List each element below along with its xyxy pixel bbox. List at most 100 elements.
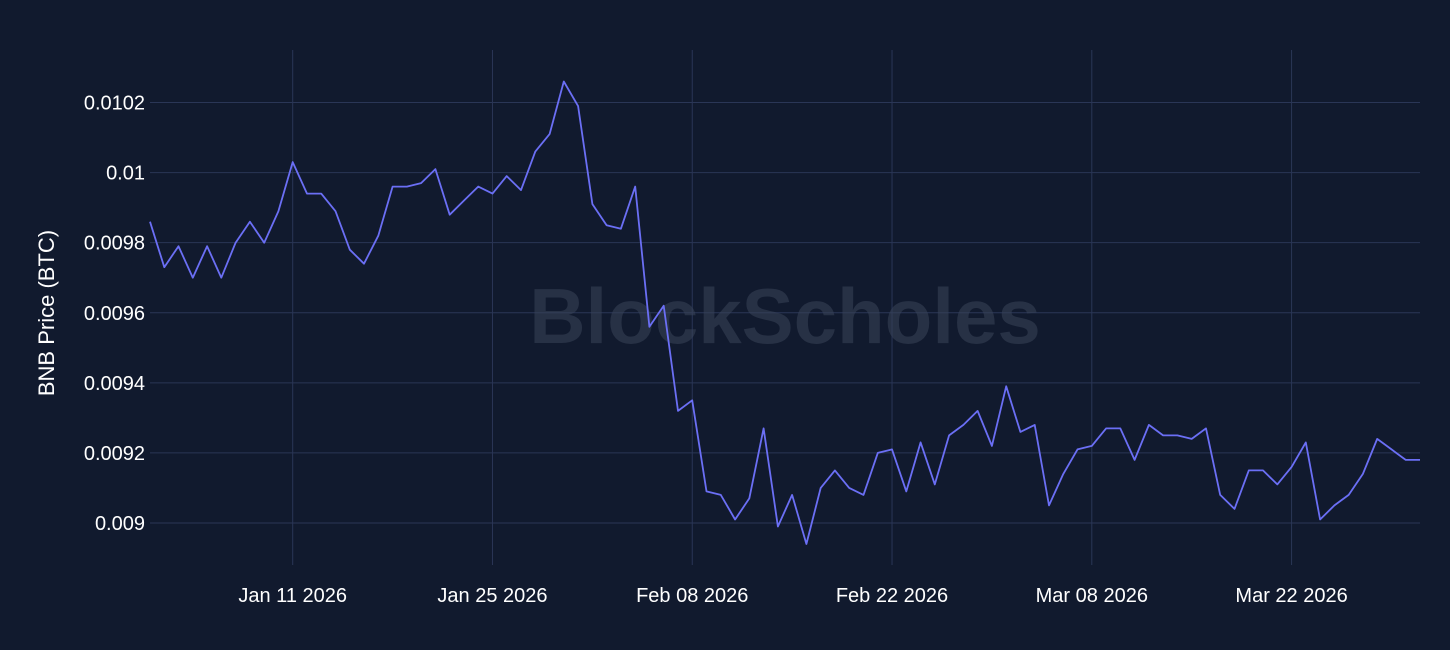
data-point[interactable] bbox=[518, 187, 524, 193]
data-point[interactable] bbox=[247, 219, 253, 225]
data-point[interactable] bbox=[1232, 506, 1238, 512]
data-point[interactable] bbox=[176, 243, 182, 249]
data-point[interactable] bbox=[375, 233, 381, 239]
data-point[interactable] bbox=[1032, 422, 1038, 428]
data-point[interactable] bbox=[1060, 471, 1066, 477]
data-point[interactable] bbox=[1389, 446, 1395, 452]
data-point[interactable] bbox=[632, 184, 638, 190]
data-point[interactable] bbox=[861, 492, 867, 498]
data-point[interactable] bbox=[1203, 425, 1209, 431]
data-point[interactable] bbox=[661, 303, 667, 309]
data-point[interactable] bbox=[818, 485, 824, 491]
data-point[interactable] bbox=[803, 541, 809, 547]
x-tick-label: Mar 22 2026 bbox=[1235, 585, 1347, 607]
data-point[interactable] bbox=[347, 247, 353, 253]
data-point[interactable] bbox=[1017, 429, 1023, 435]
data-point[interactable] bbox=[989, 443, 995, 449]
y-tick-label: 0.0098 bbox=[84, 233, 145, 255]
data-point[interactable] bbox=[490, 191, 496, 197]
data-point[interactable] bbox=[318, 191, 324, 197]
data-point[interactable] bbox=[1289, 464, 1295, 470]
data-point[interactable] bbox=[732, 517, 738, 523]
data-point[interactable] bbox=[1075, 446, 1081, 452]
data-point[interactable] bbox=[704, 488, 710, 494]
data-point[interactable] bbox=[604, 222, 610, 228]
data-point[interactable] bbox=[475, 184, 481, 190]
data-point[interactable] bbox=[903, 488, 909, 494]
data-point[interactable] bbox=[290, 159, 296, 165]
data-point[interactable] bbox=[960, 422, 966, 428]
data-point[interactable] bbox=[675, 408, 681, 414]
data-point[interactable] bbox=[1374, 436, 1380, 442]
data-point[interactable] bbox=[390, 184, 396, 190]
data-point[interactable] bbox=[190, 275, 196, 281]
series-line-group bbox=[147, 79, 1423, 547]
data-point[interactable] bbox=[1274, 481, 1280, 487]
y-tick-label: 0.0096 bbox=[84, 303, 145, 325]
data-point[interactable] bbox=[689, 397, 695, 403]
data-point[interactable] bbox=[761, 425, 767, 431]
data-point[interactable] bbox=[1317, 517, 1323, 523]
data-point[interactable] bbox=[889, 446, 895, 452]
data-point[interactable] bbox=[261, 240, 267, 246]
y-axis-tick-labels: 0.009 0.0092 0.0094 0.0096 0.0098 0.01 0.0102 bbox=[84, 93, 145, 535]
data-point[interactable] bbox=[746, 495, 752, 501]
data-point[interactable] bbox=[646, 324, 652, 330]
data-point[interactable] bbox=[532, 149, 538, 155]
data-point[interactable] bbox=[304, 191, 310, 197]
data-point[interactable] bbox=[333, 208, 339, 214]
data-point[interactable] bbox=[918, 439, 924, 445]
data-point[interactable] bbox=[1403, 457, 1409, 463]
data-point[interactable] bbox=[204, 243, 210, 249]
data-point[interactable] bbox=[1246, 467, 1252, 473]
data-point[interactable] bbox=[1331, 502, 1337, 508]
data-point[interactable] bbox=[404, 184, 410, 190]
data-point[interactable] bbox=[147, 219, 153, 225]
data-point[interactable] bbox=[932, 481, 938, 487]
data-point[interactable] bbox=[447, 212, 453, 218]
data-point[interactable] bbox=[361, 261, 367, 267]
data-point[interactable] bbox=[789, 492, 795, 498]
data-point[interactable] bbox=[1046, 502, 1052, 508]
data-point[interactable] bbox=[1003, 383, 1009, 389]
x-tick-label: Jan 11 2026 bbox=[238, 585, 347, 607]
data-point[interactable] bbox=[161, 264, 167, 270]
watermark: BlockScholes bbox=[529, 272, 1041, 360]
data-point[interactable] bbox=[846, 485, 852, 491]
data-point[interactable] bbox=[1117, 425, 1123, 431]
data-point[interactable] bbox=[418, 180, 424, 186]
data-point[interactable] bbox=[432, 166, 438, 172]
data-point[interactable] bbox=[618, 226, 624, 232]
data-point[interactable] bbox=[1217, 492, 1223, 498]
data-point[interactable] bbox=[504, 173, 510, 179]
data-point[interactable] bbox=[1103, 425, 1109, 431]
data-point[interactable] bbox=[1146, 422, 1152, 428]
data-point[interactable] bbox=[775, 524, 781, 530]
data-point[interactable] bbox=[1346, 492, 1352, 498]
data-point[interactable] bbox=[561, 79, 567, 85]
data-point[interactable] bbox=[1189, 436, 1195, 442]
data-point[interactable] bbox=[233, 240, 239, 246]
data-point[interactable] bbox=[718, 492, 724, 498]
data-point[interactable] bbox=[946, 432, 952, 438]
data-point[interactable] bbox=[1174, 432, 1180, 438]
data-point[interactable] bbox=[461, 198, 467, 204]
data-point[interactable] bbox=[275, 208, 281, 214]
data-point[interactable] bbox=[1260, 467, 1266, 473]
data-point[interactable] bbox=[575, 103, 581, 109]
data-point[interactable] bbox=[589, 201, 595, 207]
data-point[interactable] bbox=[1360, 471, 1366, 477]
y-tick-label: 0.009 bbox=[95, 513, 145, 535]
data-point[interactable] bbox=[975, 408, 981, 414]
data-point[interactable] bbox=[547, 131, 553, 137]
y-axis-title: BNB Price (BTC) bbox=[34, 230, 59, 396]
data-point[interactable] bbox=[218, 275, 224, 281]
data-point[interactable] bbox=[1132, 457, 1138, 463]
data-point[interactable] bbox=[1417, 457, 1423, 463]
data-point[interactable] bbox=[832, 467, 838, 473]
data-point[interactable] bbox=[1160, 432, 1166, 438]
data-point[interactable] bbox=[1089, 443, 1095, 449]
series-line bbox=[149, 80, 1420, 545]
data-point[interactable] bbox=[1303, 439, 1309, 445]
data-point[interactable] bbox=[875, 450, 881, 456]
